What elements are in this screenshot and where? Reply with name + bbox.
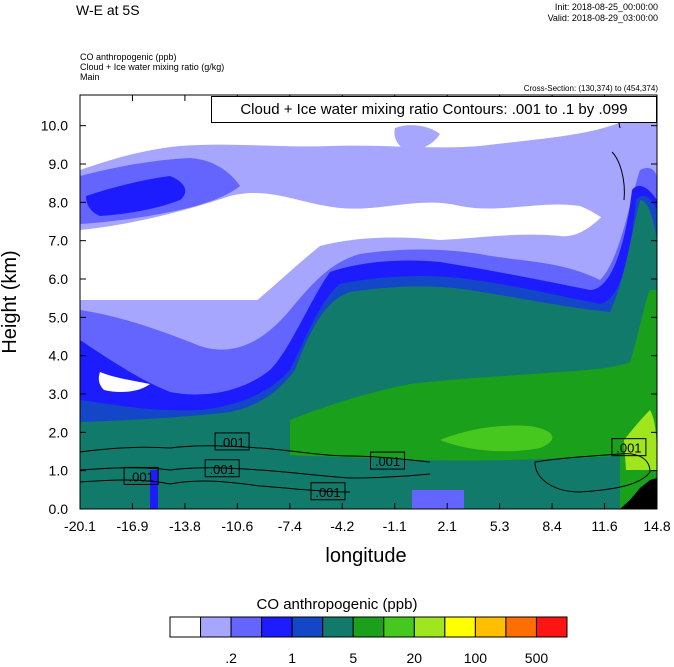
contour-label: .001: [310, 482, 346, 501]
contour-label: .001: [204, 459, 240, 478]
x-tick-label: -20.1: [64, 518, 96, 534]
colorbar-title: CO anthropogenic (ppb): [256, 596, 418, 613]
contour-label-box: [214, 432, 250, 451]
colorbar-swatch: [322, 616, 354, 638]
y-tick-label: 1.0: [49, 463, 69, 479]
co-level-3: [86, 176, 186, 216]
colorbar-swatch: [352, 616, 385, 638]
co-level-8: [624, 410, 657, 470]
contour-label-box: [611, 438, 647, 457]
colorbar-swatch: [383, 616, 415, 638]
x-tick-label: 14.8: [643, 518, 670, 534]
x-tick-label: -13.8: [169, 518, 201, 534]
x-tick-label: 8.4: [542, 518, 562, 534]
y-tick-label: 5.0: [49, 309, 69, 325]
colorbar-swatch: [535, 616, 568, 638]
colorbar-swatch: [261, 616, 293, 638]
valid-time: Valid: 2018-08-29_03:00:00: [547, 13, 658, 23]
page-title: W-E at 5S: [76, 2, 140, 18]
contour-label-text: .001: [129, 469, 154, 484]
init-time: Init: 2018-08-25_00:00:00: [554, 2, 658, 12]
colorbar-swatch: [291, 616, 324, 638]
y-axis: 0.0 1.0 2.0 3.0 4.0 5.0 6.0 7.0 8.0 9.0 10.0: [41, 118, 657, 517]
colorbar-swatch: [169, 616, 202, 638]
plot-frame: [79, 94, 658, 510]
co-level-6: [290, 290, 657, 509]
co-fill-layers: [80, 95, 657, 509]
contour-label-text: .001: [375, 454, 400, 469]
colorbar-label: 1: [288, 650, 296, 666]
contour-label-box: [123, 466, 159, 485]
contour-label: .001: [214, 432, 250, 451]
y-tick-label: 8.0: [49, 194, 69, 210]
contour-info-box: Cloud + Ice water mixing ratio Contours:…: [211, 96, 657, 123]
co-ground-column: [150, 470, 158, 509]
y-tick-label: 4.0: [49, 348, 69, 364]
x-tick-label: -1.1: [383, 518, 407, 534]
y-tick-label: 9.0: [49, 156, 69, 172]
y-tick-label: 7.0: [49, 233, 69, 249]
contour-label-text: .001: [616, 441, 641, 456]
colorbar-label: 100: [464, 650, 488, 666]
contour-label: .001: [123, 466, 159, 485]
contour-label-box: [310, 482, 346, 501]
x-tick-label: -16.9: [116, 518, 148, 534]
y-tick-label: 0.0: [49, 501, 69, 517]
contour-label: .001: [370, 451, 406, 470]
terrain: [620, 478, 657, 509]
field-main: Main: [80, 72, 100, 82]
colorbar-label: 20: [407, 650, 423, 666]
contour-line: [80, 445, 431, 463]
co-level-1-blob: [394, 125, 440, 151]
x-tick-label: 11.6: [591, 518, 617, 534]
field-info: CO anthropogenic (ppb) Cloud + Ice water…: [80, 52, 224, 82]
x-tick-label: -4.2: [330, 518, 354, 534]
field-co: CO anthropogenic (ppb): [80, 52, 177, 62]
contour-label-box: [204, 459, 240, 478]
x-tick-label: 2.1: [437, 518, 457, 534]
contour-line: [534, 453, 651, 493]
y-tick-label: 2.0: [49, 424, 69, 440]
colorbar-swatch: [505, 616, 537, 638]
cross-section-label: Cross-Section: (130,374) to (454,374): [523, 84, 658, 93]
co-ground-blue: [412, 490, 464, 509]
contour-label-text: .001: [315, 485, 340, 500]
contour-label-text: .001: [219, 435, 244, 450]
time-info: Init: 2018-08-25_00:00:00 Valid: 2018-08…: [548, 2, 658, 24]
x-tick-label: 5.3: [490, 518, 510, 534]
contour-line: [611, 151, 625, 201]
x-axis: -20.1 -16.9 -13.8 -10.6 -7.4 -4.2 -1.1 2.1 5.3 8.…: [64, 95, 671, 534]
colorbar-swatch: [444, 616, 476, 638]
colorbar-label: 500: [525, 650, 549, 666]
y-tick-label: 10.0: [41, 118, 68, 134]
x-tick-label: -10.6: [221, 518, 253, 534]
co-ground-green: [80, 450, 620, 509]
y-axis-label: Height (km): [0, 250, 21, 353]
co-white-pocket: [98, 372, 150, 392]
contour-label-text: .001: [210, 462, 235, 477]
contour-line: [80, 479, 351, 493]
contour-label-box: [370, 451, 406, 470]
y-tick-label: 6.0: [49, 271, 69, 287]
colorbar-swatch: [230, 616, 263, 638]
co-level-7: [440, 425, 553, 452]
colorbar-label: .2: [225, 650, 237, 666]
x-axis-label: longitude: [325, 545, 406, 567]
contour-label: .001: [611, 438, 647, 457]
contour-labels: .001 .001 .001 .001 .001 .001: [123, 432, 647, 501]
x-tick-label: -7.4: [278, 518, 302, 534]
y-tick-label: 3.0: [49, 386, 69, 402]
colorbar-label: 5: [349, 650, 357, 666]
colorbar-swatch: [474, 616, 507, 638]
colorbar-swatch: [200, 616, 232, 638]
colorbar-swatch: [413, 616, 446, 638]
field-cloud: Cloud + Ice water mixing ratio (g/kg): [80, 62, 225, 72]
colorbar: .2 1 5 20 100 500: [169, 616, 568, 666]
